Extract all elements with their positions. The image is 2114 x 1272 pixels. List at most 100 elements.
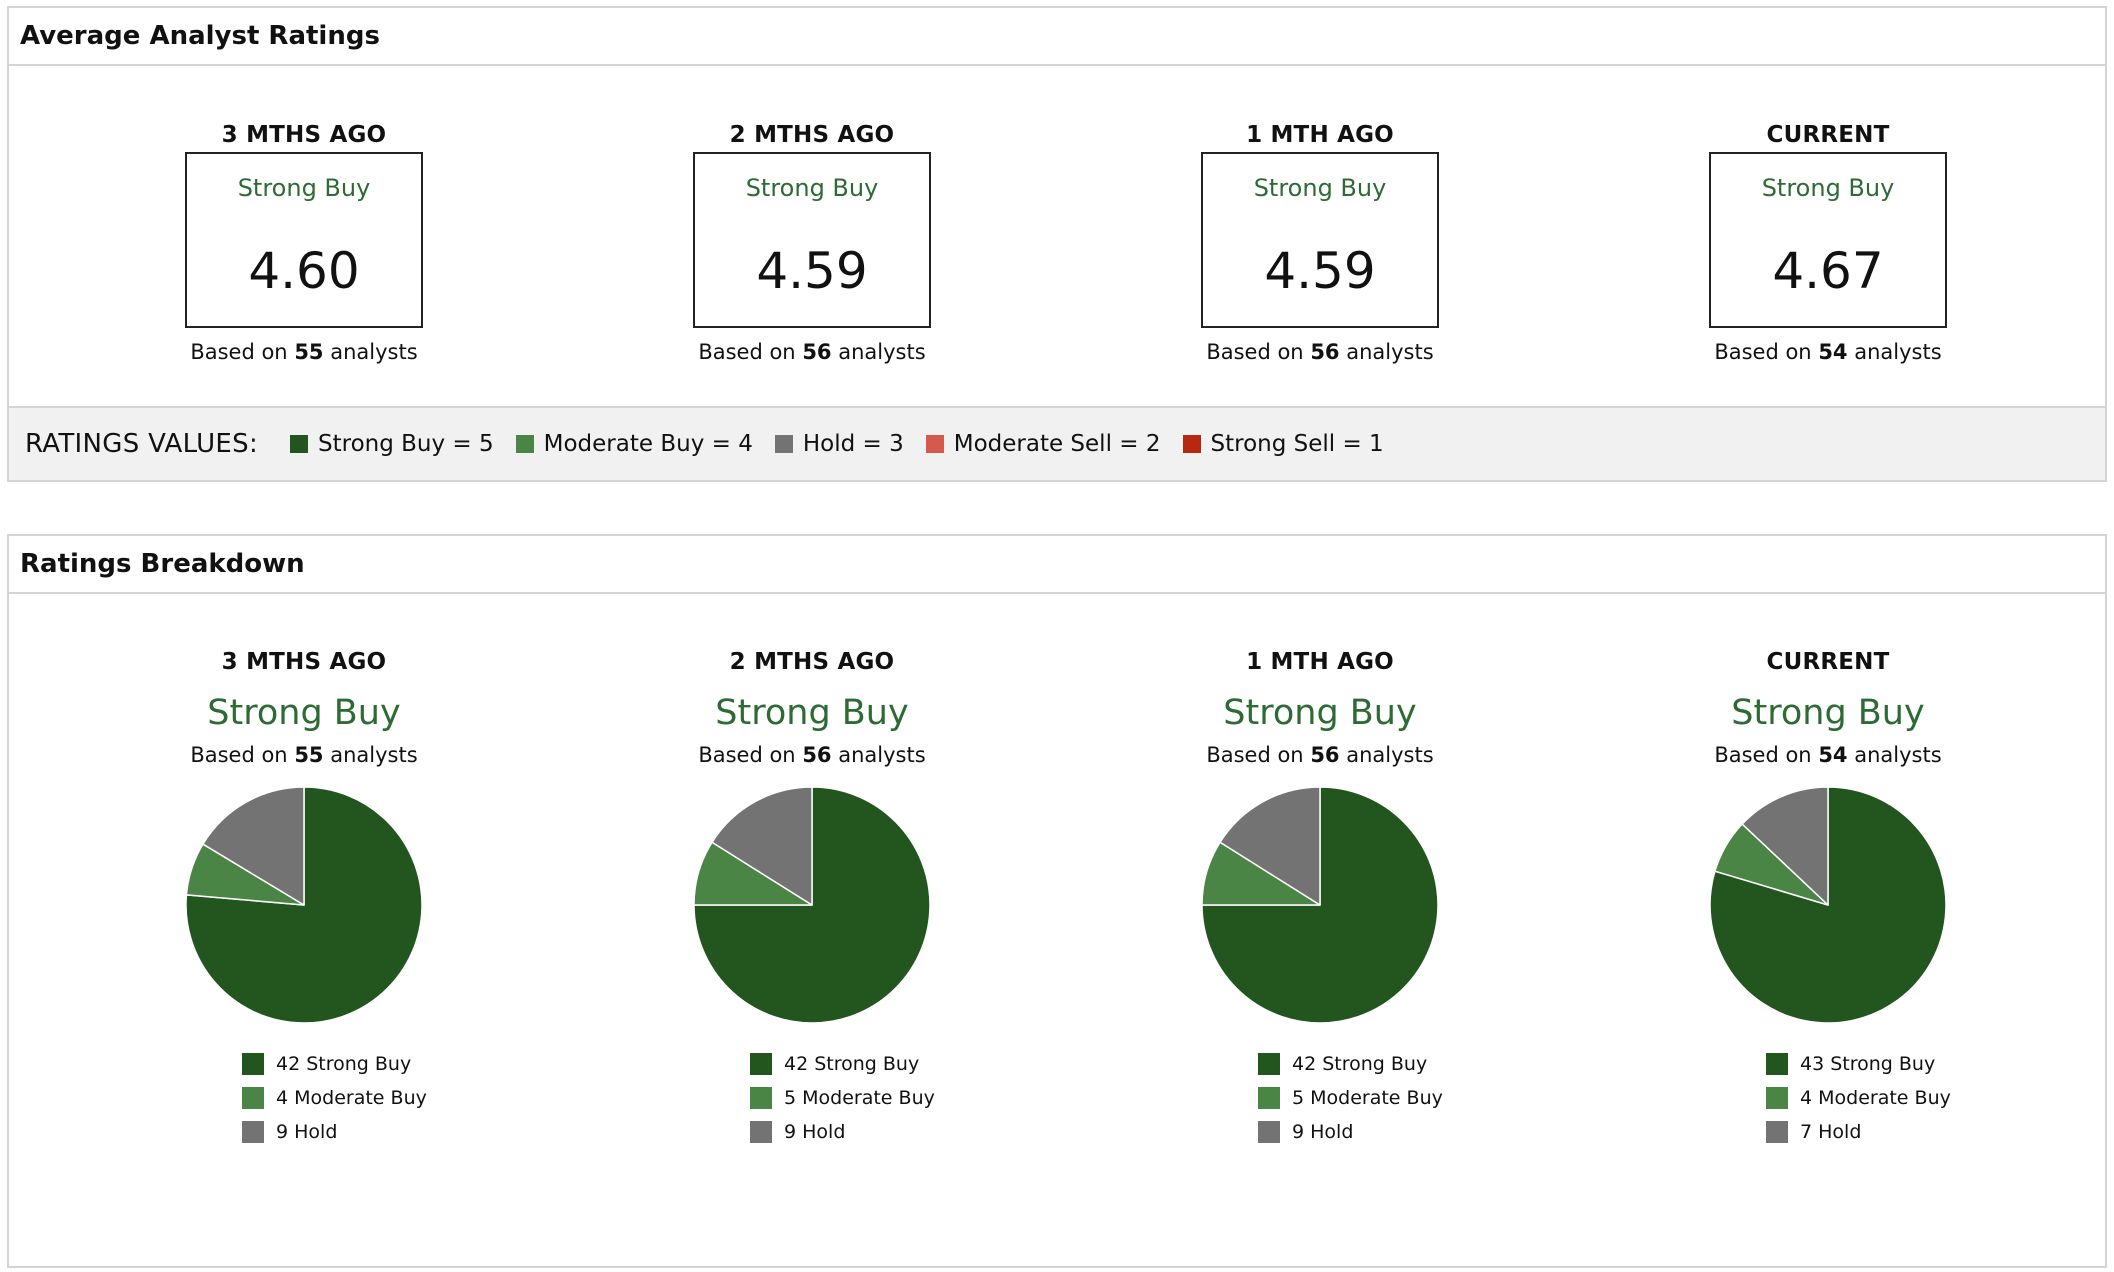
legend-item: Strong Buy = 5 [290,431,494,457]
avg-rating-card: CURRENT Strong Buy 4.67 Based on 54 anal… [1638,122,2018,364]
rating-label: Strong Buy [715,693,909,733]
legend-item: 5 Moderate Buy [750,1081,1002,1115]
legend-item: 42 Strong Buy [242,1047,494,1081]
avg-rating-card: 3 MTHS AGO Strong Buy 4.60 Based on 55 a… [114,122,494,364]
moderate-buy-swatch [1258,1087,1280,1109]
breakdown-card: 3 MTHS AGO Strong Buy Based on 55 analys… [114,649,494,1149]
analyst-count: 56 [1310,340,1340,364]
strong-buy-swatch [290,435,309,453]
analyst-count: 54 [1818,743,1848,767]
ratings-values-legend: RATINGS VALUES: Strong Buy = 5 Moderate … [9,406,2105,480]
strong-sell-swatch [1182,435,1201,453]
breakdown-card: CURRENT Strong Buy Based on 54 analysts … [1638,649,2018,1149]
legend-item: Hold = 3 [774,431,904,457]
rating-label: Strong Buy [1253,174,1387,202]
rating-score: 4.59 [756,242,868,300]
pie-chart [184,785,424,1025]
analyst-count: 55 [294,340,324,364]
analyst-count: 55 [294,743,324,767]
legend-item: 9 Hold [750,1115,1002,1149]
legend-item: 5 Moderate Buy [1258,1081,1510,1115]
strong-buy-swatch [1258,1053,1280,1075]
rating-box: Strong Buy 4.59 [1201,152,1439,328]
analyst-count: 56 [1310,743,1340,767]
pie-slice-strong-buy [693,786,931,1024]
legend-item: 4 Moderate Buy [1766,1081,2018,1115]
moderate-buy-swatch [1766,1087,1788,1109]
legend-item: 43 Strong Buy [1766,1047,2018,1081]
rating-score: 4.60 [248,242,360,300]
moderate-buy-swatch [242,1087,264,1109]
panel-title: Ratings Breakdown [9,536,2105,594]
rating-score: 4.59 [1264,242,1376,300]
hold-swatch [1766,1121,1788,1143]
analyst-count: 56 [802,743,832,767]
legend-item: 42 Strong Buy [750,1047,1002,1081]
hold-swatch [774,435,793,453]
hold-swatch [1258,1121,1280,1143]
based-on-text: Based on 55 analysts [190,743,418,767]
pie-slice-hold [711,786,813,906]
panel-title: Average Analyst Ratings [9,8,2105,66]
based-on-text: Based on 55 analysts [190,340,418,364]
pie-slice-hold [1219,786,1321,906]
rating-label: Strong Buy [1223,693,1417,733]
period-label: 1 MTH AGO [1246,122,1394,148]
strong-buy-swatch [750,1053,772,1075]
rating-label: Strong Buy [1761,174,1895,202]
legend-item: 42 Strong Buy [1258,1047,1510,1081]
pie-svg [1201,786,1439,1024]
moderate-buy-swatch [750,1087,772,1109]
rating-label: Strong Buy [207,693,401,733]
period-label: CURRENT [1766,122,1890,148]
avg-rating-card: 1 MTH AGO Strong Buy 4.59 Based on 56 an… [1130,122,1510,364]
pie-slice-hold [1741,786,1829,906]
period-label: 2 MTHS AGO [729,122,895,148]
legend-item: Moderate Sell = 2 [925,431,1161,457]
pie-svg [1709,786,1947,1024]
based-on-text: Based on 54 analysts [1714,743,1942,767]
period-label: 1 MTH AGO [1246,649,1394,675]
ratings-values-title: RATINGS VALUES: [25,429,259,459]
average-analyst-ratings-panel: Average Analyst Ratings 3 MTHS AGO Stron… [7,6,2107,482]
hold-swatch [242,1121,264,1143]
legend-item: 7 Hold [1766,1115,2018,1149]
rating-label: Strong Buy [237,174,371,202]
based-on-text: Based on 56 analysts [698,340,926,364]
pie-slice-strong-buy [1201,786,1439,1024]
pie-slice-hold [202,786,305,906]
breakdown-card: 2 MTHS AGO Strong Buy Based on 56 analys… [622,649,1002,1149]
pie-slice-strong-buy [1709,786,1947,1024]
analyst-count: 56 [802,340,832,364]
moderate-buy-swatch [515,435,534,453]
rating-box: Strong Buy 4.59 [693,152,931,328]
legend-item: Moderate Buy = 4 [515,431,753,457]
pie-legend: 42 Strong Buy 4 Moderate Buy 9 Hold [114,1047,494,1149]
based-on-text: Based on 54 analysts [1714,340,1942,364]
rating-label: Strong Buy [745,174,879,202]
pie-chart [1708,785,1948,1025]
based-on-text: Based on 56 analysts [698,743,926,767]
pie-legend: 42 Strong Buy 5 Moderate Buy 9 Hold [1130,1047,1510,1149]
legend-item: 4 Moderate Buy [242,1081,494,1115]
pie-slice-strong-buy [185,786,423,1024]
rating-score: 4.67 [1772,242,1884,300]
moderate-sell-swatch [925,435,944,453]
strong-buy-swatch [242,1053,264,1075]
period-label: CURRENT [1766,649,1890,675]
based-on-text: Based on 56 analysts [1206,340,1434,364]
hold-swatch [750,1121,772,1143]
breakdown-card: 1 MTH AGO Strong Buy Based on 56 analyst… [1130,649,1510,1149]
pie-legend: 43 Strong Buy 4 Moderate Buy 7 Hold [1638,1047,2018,1149]
pie-chart [1200,785,1440,1025]
ratings-breakdown-panel: Ratings Breakdown 3 MTHS AGO Strong Buy … [7,534,2107,1268]
legend-item: 9 Hold [1258,1115,1510,1149]
legend-item: Strong Sell = 1 [1182,431,1384,457]
legend-item: 9 Hold [242,1115,494,1149]
pie-svg [693,786,931,1024]
pie-legend: 42 Strong Buy 5 Moderate Buy 9 Hold [622,1047,1002,1149]
based-on-text: Based on 56 analysts [1206,743,1434,767]
period-label: 2 MTHS AGO [729,649,895,675]
pie-svg [185,786,423,1024]
pie-chart [692,785,932,1025]
